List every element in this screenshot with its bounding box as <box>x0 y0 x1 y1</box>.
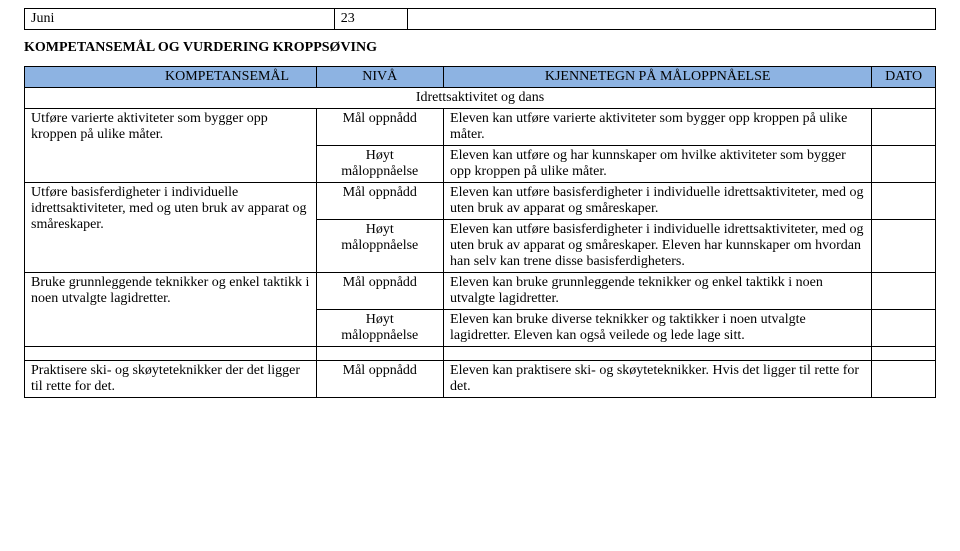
col-niva: NIVÅ <box>316 67 444 88</box>
table-row: Praktisere ski- og skøyteteknikker der d… <box>25 361 936 398</box>
col-dato: DATO <box>872 67 936 88</box>
month-table: Juni 23 <box>24 8 936 30</box>
table-header-row: KOMPETANSEMÅL NIVÅ KJENNETEGN PÅ MÅLOPPN… <box>25 67 936 88</box>
niva-cell: Mål oppnådd <box>316 361 444 398</box>
gap-cell <box>316 347 444 361</box>
dato-cell <box>872 220 936 273</box>
dato-cell <box>872 310 936 347</box>
kjenn-cell: Eleven kan utføre basisferdigheter i ind… <box>444 220 872 273</box>
niva-line1: Høyt <box>366 222 394 237</box>
kjenn-cell: Eleven kan utføre og har kunnskaper om h… <box>444 146 872 183</box>
blank-cell <box>407 9 935 30</box>
niva-line1: Høyt <box>366 312 394 327</box>
komp-cell: Utføre varierte aktiviteter som bygger o… <box>25 109 317 183</box>
subheader-row: Idrettsaktivitet og dans <box>25 88 936 109</box>
niva-line2: måloppnåelse <box>341 164 418 179</box>
kjenn-cell: Eleven kan bruke grunnleggende teknikker… <box>444 273 872 310</box>
komp-cell: Praktisere ski- og skøyteteknikker der d… <box>25 361 317 398</box>
niva-cell: Mål oppnådd <box>316 273 444 310</box>
kjenn-cell: Eleven kan utføre basisferdigheter i ind… <box>444 183 872 220</box>
num-cell: 23 <box>334 9 407 30</box>
dato-cell <box>872 361 936 398</box>
gap-cell <box>444 347 872 361</box>
komp-cell: Utføre basisferdigheter i individuelle i… <box>25 183 317 273</box>
niva-line2: måloppnåelse <box>341 238 418 253</box>
subheader-cell: Idrettsaktivitet og dans <box>25 88 936 109</box>
month-cell: Juni <box>25 9 335 30</box>
gap-cell <box>872 347 936 361</box>
niva-cell: Mål oppnådd <box>316 109 444 146</box>
col-kjennetegn: KJENNETEGN PÅ MÅLOPPNÅELSE <box>444 67 872 88</box>
niva-line2: måloppnåelse <box>341 328 418 343</box>
dato-cell <box>872 146 936 183</box>
niva-cell: Høyt måloppnåelse <box>316 310 444 347</box>
table-row: Bruke grunnleggende teknikker og enkel t… <box>25 273 936 310</box>
col-kompetansemal: KOMPETANSEMÅL <box>25 67 317 88</box>
komp-cell: Bruke grunnleggende teknikker og enkel t… <box>25 273 317 347</box>
niva-line1: Høyt <box>366 148 394 163</box>
dato-cell <box>872 273 936 310</box>
table-row: Utføre basisferdigheter i individuelle i… <box>25 183 936 220</box>
dato-cell <box>872 109 936 146</box>
page-heading: KOMPETANSEMÅL OG VURDERING KROPPSØVING <box>24 40 936 56</box>
niva-cell: Mål oppnådd <box>316 183 444 220</box>
gap-row <box>25 347 936 361</box>
competence-table: KOMPETANSEMÅL NIVÅ KJENNETEGN PÅ MÅLOPPN… <box>24 66 936 398</box>
gap-cell <box>25 347 317 361</box>
table-row: Utføre varierte aktiviteter som bygger o… <box>25 109 936 146</box>
dato-cell <box>872 183 936 220</box>
niva-cell: Høyt måloppnåelse <box>316 146 444 183</box>
kjenn-cell: Eleven kan bruke diverse teknikker og ta… <box>444 310 872 347</box>
kjenn-cell: Eleven kan utføre varierte aktiviteter s… <box>444 109 872 146</box>
kjenn-cell: Eleven kan praktisere ski- og skøytetekn… <box>444 361 872 398</box>
niva-cell: Høyt måloppnåelse <box>316 220 444 273</box>
